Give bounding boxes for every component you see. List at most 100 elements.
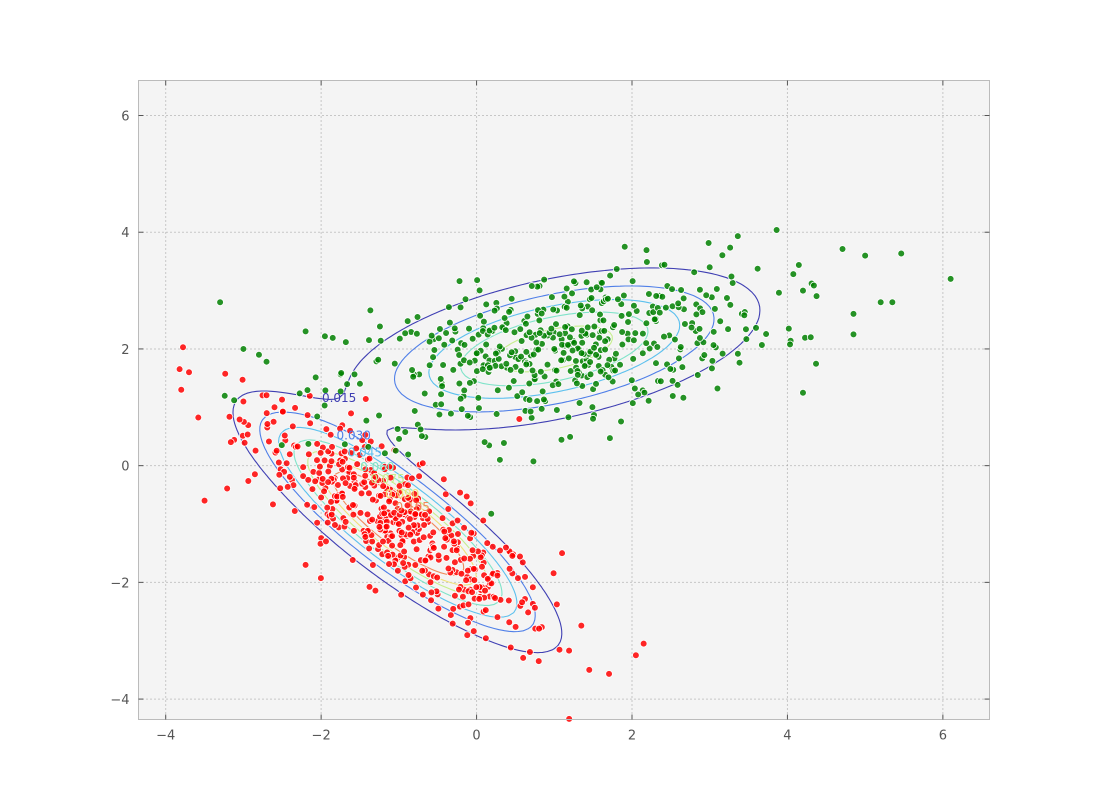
- data-point: [374, 355, 383, 364]
- data-point: [604, 294, 612, 303]
- data-point: [490, 306, 499, 315]
- data-point: [269, 417, 278, 426]
- data-point: [537, 367, 545, 376]
- data-point: [326, 430, 335, 439]
- data-point: [527, 282, 536, 290]
- data-point: [426, 578, 435, 587]
- data-point: [525, 328, 534, 337]
- data-point: [427, 588, 436, 597]
- data-point: [457, 405, 466, 413]
- data-point: [322, 425, 331, 433]
- data-point: [588, 331, 597, 339]
- data-point: [429, 528, 438, 537]
- data-point: [244, 477, 253, 485]
- data-point: [674, 299, 682, 308]
- data-point: [564, 341, 572, 349]
- data-point: [437, 390, 445, 399]
- data-point: [270, 403, 279, 412]
- data-point: [379, 537, 387, 546]
- data-point: [742, 335, 751, 343]
- data-point: [441, 490, 450, 499]
- data-point: [562, 284, 571, 293]
- data-point: [316, 449, 325, 457]
- data-point: [946, 275, 955, 283]
- data-point: [361, 395, 370, 403]
- data-point: [304, 476, 313, 484]
- data-point: [726, 243, 734, 252]
- data-point: [588, 306, 596, 315]
- data-point: [223, 484, 231, 493]
- data-point: [440, 475, 448, 484]
- data-point: [482, 300, 491, 309]
- data-point: [338, 493, 347, 501]
- data-point: [617, 312, 626, 320]
- data-point: [365, 336, 373, 344]
- data-point: [427, 331, 436, 340]
- data-point: [411, 510, 420, 518]
- data-point: [275, 471, 284, 479]
- data-point: [355, 451, 364, 459]
- data-point: [861, 251, 869, 260]
- data-point: [384, 552, 392, 560]
- data-point: [362, 416, 371, 425]
- data-point: [795, 261, 803, 269]
- data-point: [573, 379, 581, 388]
- data-point: [727, 272, 736, 281]
- data-point: [419, 533, 428, 542]
- data-point: [708, 364, 716, 373]
- data-point: [501, 326, 510, 334]
- data-point: [467, 529, 476, 537]
- data-point: [350, 485, 359, 493]
- data-point: [535, 316, 544, 325]
- data-point: [468, 546, 477, 555]
- data-point: [695, 325, 704, 333]
- data-point: [517, 337, 526, 345]
- data-point: [526, 407, 535, 416]
- data-point: [838, 245, 847, 253]
- data-point: [403, 501, 412, 510]
- data-point: [456, 488, 464, 497]
- data-point: [418, 432, 426, 440]
- data-point: [522, 360, 531, 369]
- data-point: [303, 501, 311, 509]
- data-point: [449, 366, 458, 374]
- data-point: [368, 478, 376, 487]
- y-tick-label: −2: [110, 576, 129, 591]
- data-point: [516, 325, 525, 333]
- data-point: [336, 424, 344, 433]
- data-point: [440, 340, 449, 349]
- data-point: [642, 319, 651, 327]
- data-point: [299, 463, 307, 471]
- data-point: [485, 363, 494, 372]
- data-point: [586, 358, 594, 366]
- data-point: [812, 292, 821, 300]
- data-point: [590, 343, 598, 352]
- data-point: [456, 303, 465, 312]
- data-point: [310, 503, 319, 511]
- data-point: [291, 404, 299, 412]
- data-point: [526, 648, 534, 656]
- data-point: [618, 340, 627, 349]
- data-point: [448, 619, 457, 628]
- data-point: [496, 546, 504, 555]
- data-point: [716, 317, 725, 326]
- data-point: [427, 596, 435, 605]
- data-point: [528, 366, 537, 375]
- data-point: [527, 414, 536, 422]
- data-point: [592, 380, 600, 388]
- data-point: [653, 343, 662, 351]
- data-point: [570, 339, 578, 347]
- data-point: [276, 484, 285, 493]
- data-point: [177, 385, 186, 394]
- data-point: [460, 523, 468, 532]
- x-tick-label: 4: [783, 729, 791, 744]
- y-tick-label: 6: [121, 110, 129, 125]
- data-point: [450, 537, 458, 546]
- data-point: [341, 479, 350, 487]
- data-point: [460, 386, 469, 395]
- data-point: [718, 349, 727, 358]
- data-point: [230, 396, 238, 405]
- data-point: [560, 292, 569, 301]
- data-point: [227, 438, 235, 446]
- data-point: [416, 425, 425, 434]
